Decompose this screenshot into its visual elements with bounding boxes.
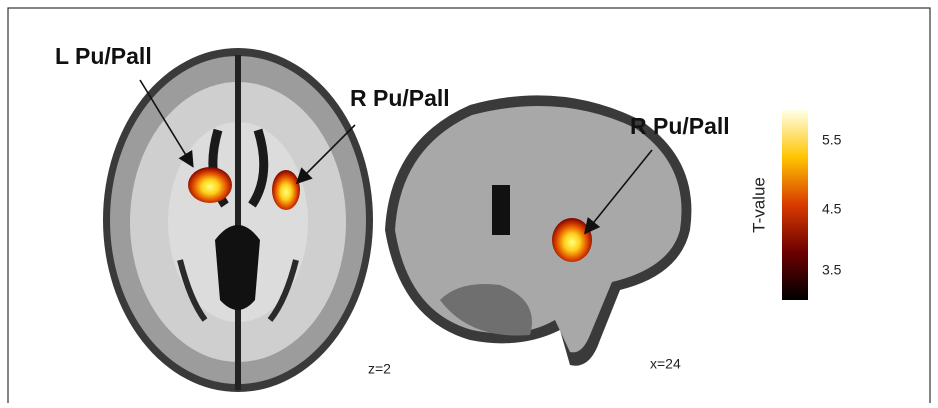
slice-label: x=24: [650, 356, 681, 372]
slice-label: z=2: [368, 361, 391, 377]
colorbar: T-value 5.5 4.5 3.5: [749, 110, 841, 300]
axial-slice: [103, 48, 373, 392]
region-label: L Pu/Pall: [55, 43, 152, 69]
colorbar-tick: 4.5: [822, 201, 842, 217]
figure: T-value 5.5 4.5 3.5 L Pu/Pall R Pu/Pall …: [0, 0, 938, 403]
colorbar-tick: 3.5: [822, 262, 842, 278]
colorbar-tick: 5.5: [822, 132, 842, 148]
region-label: R Pu/Pall: [630, 113, 730, 139]
colorbar-title: T-value: [749, 177, 768, 233]
region-label: R Pu/Pall: [350, 85, 450, 111]
colorbar-gradient: [782, 110, 808, 300]
